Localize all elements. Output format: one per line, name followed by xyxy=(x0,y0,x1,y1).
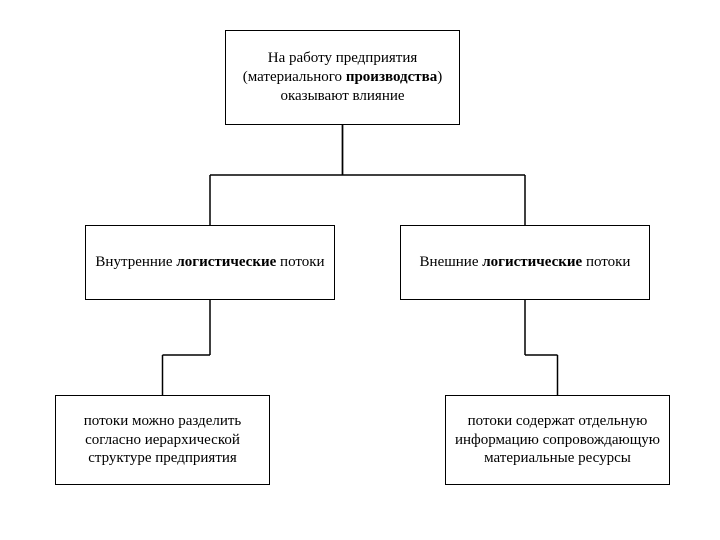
node-root-label: На работу предприятия (материального про… xyxy=(234,49,451,105)
node-left-child: потоки можно разделить согласно иерархич… xyxy=(55,395,270,485)
node-root: На работу предприятия (материального про… xyxy=(225,30,460,125)
node-left-label: Внутренние логистические потоки xyxy=(95,253,324,272)
node-right-label: Внешние логистические потоки xyxy=(420,253,631,272)
node-left: Внутренние логистические потоки xyxy=(85,225,335,300)
node-right: Внешние логистические потоки xyxy=(400,225,650,300)
node-right-child-label: потоки содержат отдельную информацию соп… xyxy=(454,412,661,468)
node-left-child-label: потоки можно разделить согласно иерархич… xyxy=(64,412,261,468)
node-right-child: потоки содержат отдельную информацию соп… xyxy=(445,395,670,485)
